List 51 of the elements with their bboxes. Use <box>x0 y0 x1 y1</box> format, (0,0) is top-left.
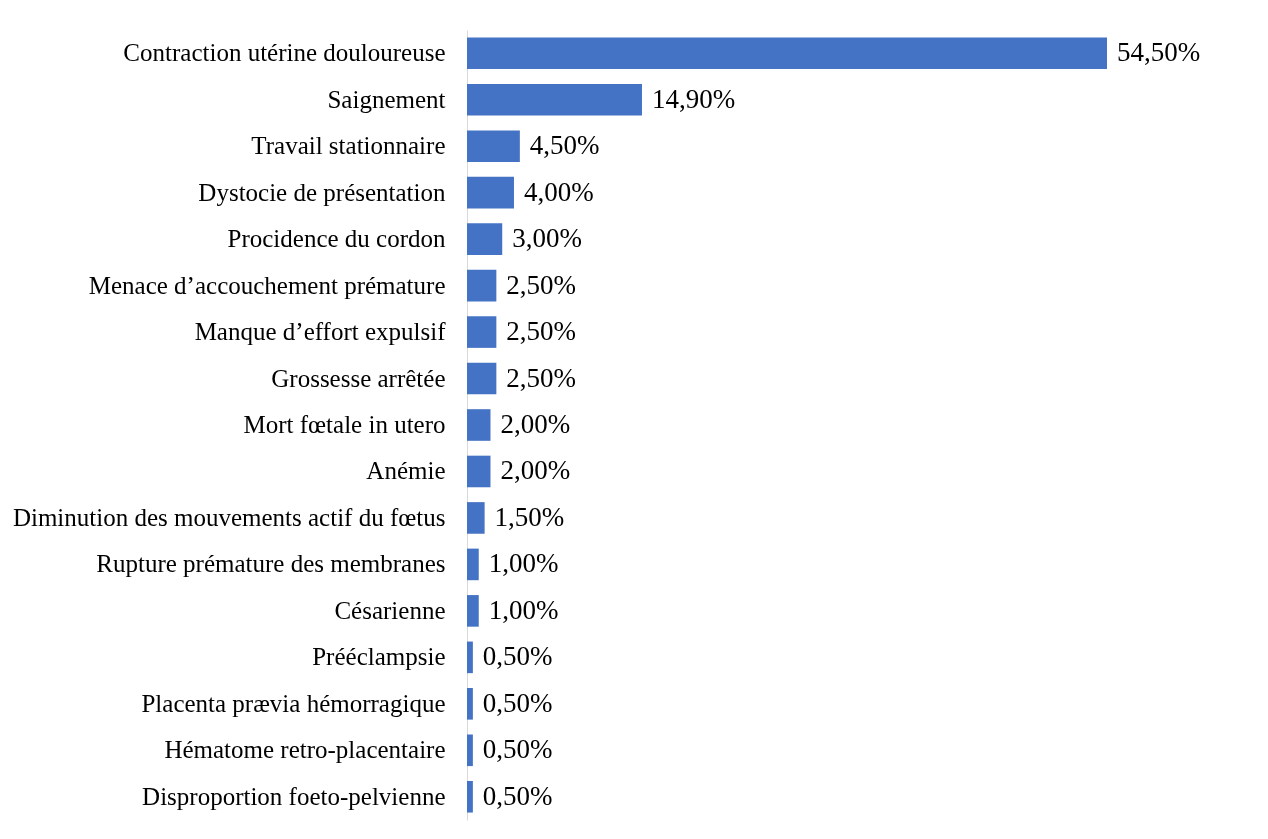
data-label: 2,50% <box>506 269 577 300</box>
y-tick-label: Prééclampsie <box>312 643 446 671</box>
y-tick-label: Saignement <box>327 85 446 113</box>
y-tick-label: Menace d’accouchement prémature <box>88 271 446 299</box>
bar <box>467 409 491 441</box>
data-label: 0,50% <box>482 780 553 811</box>
data-label: 54,50% <box>1117 37 1201 68</box>
bar <box>467 223 503 255</box>
y-tick-label: Placenta prævia hémorragique <box>141 689 446 717</box>
data-label: 4,50% <box>529 130 600 161</box>
bar <box>467 595 479 627</box>
bar <box>467 734 473 767</box>
data-label: 2,00% <box>500 455 571 486</box>
bar <box>467 548 479 581</box>
data-label: 3,00% <box>512 223 582 254</box>
y-tick-label: Mort fœtale in utero <box>243 411 446 438</box>
data-label: 0,50% <box>482 734 553 765</box>
data-label: 4,00% <box>523 176 594 207</box>
bar <box>467 362 497 395</box>
bar <box>467 688 473 720</box>
y-tick-label: Disproportion foeto-pelvienne <box>142 782 446 810</box>
data-label: 0,50% <box>482 687 553 718</box>
y-tick-label: Travail stationnaire <box>251 132 446 160</box>
data-label: 1,50% <box>494 501 565 532</box>
data-label: 14,90% <box>651 83 736 114</box>
data-label: 2,00% <box>500 409 571 439</box>
bar <box>467 37 1107 70</box>
bar <box>467 641 473 674</box>
bar <box>467 502 485 534</box>
bar <box>467 780 473 813</box>
data-label: 0,50% <box>482 641 553 672</box>
y-tick-label: Césarienne <box>334 596 446 624</box>
y-tick-label: Grossesse arrêtée <box>271 364 446 392</box>
y-tick-label: Rupture prémature des membranes <box>96 550 446 578</box>
y-tick-label: Hématome retro-placentaire <box>164 736 446 764</box>
data-label: 1,00% <box>488 548 559 579</box>
bar <box>467 316 497 348</box>
y-tick-label: Dystocie de présentation <box>198 178 446 206</box>
y-tick-label: Manque d’effort expulsif <box>194 318 447 346</box>
y-tick-label: Contraction utérine douloureuse <box>123 39 446 67</box>
data-label: 2,50% <box>506 316 577 347</box>
bar <box>467 269 497 302</box>
bar <box>467 455 491 488</box>
bar <box>467 176 514 209</box>
y-tick-label: Procidence du cordon <box>227 225 446 253</box>
bar <box>467 83 642 116</box>
bar <box>467 130 520 162</box>
data-label: 2,50% <box>506 362 577 393</box>
y-tick-label: Anémie <box>366 457 446 485</box>
y-tick-label: Diminution des mouvements actif du fœtus <box>12 503 446 531</box>
data-label: 1,00% <box>488 594 559 625</box>
